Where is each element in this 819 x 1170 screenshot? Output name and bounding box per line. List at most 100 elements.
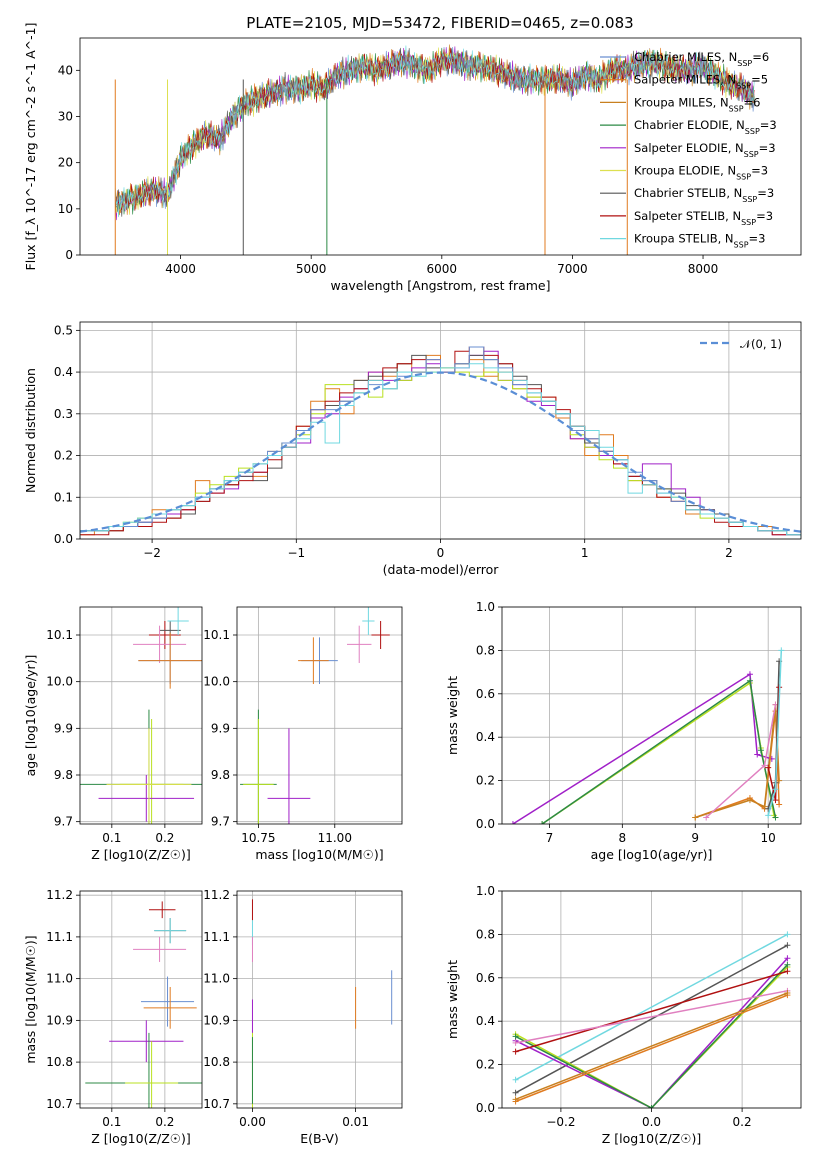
- errorbar-point: [347, 625, 372, 663]
- y-tick-label: 20: [58, 156, 73, 170]
- weight-line: [541, 679, 777, 824]
- legend-entry: Salpeter ELODIE, NSSP=3: [634, 141, 776, 159]
- weight-line: [515, 994, 788, 1103]
- x-tick-label: 2: [725, 546, 733, 560]
- weight-line: [515, 970, 788, 1053]
- y-tick-label: 1.0: [476, 600, 495, 614]
- axes-mass-vs-ebv: 0.00 0.01 10.7 10.8 10.9 11.0 11.1 11.2 E(B-V): [203, 888, 402, 1146]
- weight-line: [515, 944, 788, 1094]
- weight-marker: [746, 671, 753, 678]
- y-tick-label: 11.1: [203, 930, 230, 944]
- errorbar-point: [371, 621, 390, 649]
- plot-frame-age-vs-mass: [236, 606, 403, 825]
- errorbar-point: [267, 728, 311, 824]
- weight-marker: [512, 1033, 519, 1040]
- errorbar-point: [125, 1041, 179, 1108]
- x-tick-label: 0.0: [642, 1115, 661, 1129]
- spectrum-line: [115, 45, 755, 218]
- marks-residuals: [80, 346, 801, 539]
- x-tick-label: 0.2: [155, 1115, 174, 1129]
- x-tick-label: 0.1: [102, 1115, 121, 1129]
- weight-line: [515, 992, 788, 1100]
- errorbar-point: [148, 901, 176, 919]
- plot-frame-mass-weight-vs-age: [501, 606, 802, 825]
- errorbar-point: [141, 976, 195, 1027]
- y-tick-label: 30: [58, 109, 73, 123]
- y-tick-label: 0.0: [476, 1101, 495, 1115]
- y-tick-label: 11.2: [203, 888, 230, 902]
- y-tick-label: 11.0: [203, 972, 230, 986]
- x-tick-label: 0.2: [155, 831, 174, 845]
- x-tick-label: −1: [287, 546, 305, 560]
- weight-line: [515, 957, 788, 1108]
- weight-marker: [772, 786, 779, 793]
- errorbar-point: [167, 607, 189, 635]
- weight-marker: [648, 1105, 655, 1108]
- legend: 𝒩(0, 1): [700, 337, 782, 351]
- x-tick-label: 9: [691, 831, 699, 845]
- legend-entry: Salpeter MILES, NSSP=5: [634, 73, 768, 91]
- marks-mass-vs-z: [85, 901, 202, 1108]
- y-tick-label: 9.9: [211, 721, 230, 735]
- weight-marker: [776, 777, 783, 784]
- y-axis-label: mass weight: [445, 960, 460, 1039]
- x-tick-label: 0.00: [239, 1115, 266, 1129]
- weight-marker: [754, 751, 761, 758]
- axes-residuals: −2 −1 0 1 2 0.0 0.1 0.2 0.3 0.4 0.5 (data-model)/er…: [23, 322, 801, 577]
- plot-frame-mass-vs-ebv: [236, 890, 403, 1109]
- weight-marker: [784, 961, 791, 968]
- errorbar-point: [154, 918, 187, 944]
- legend-entry: Chabrier ELODIE, NSSP=3: [634, 118, 777, 136]
- axes-mass-vs-z: 0.1 0.2 10.7 10.8 10.9 11.0 11.1 11.2 Z [log10(Z…: [23, 888, 202, 1146]
- weight-marker: [746, 797, 753, 804]
- weight-line: [695, 704, 780, 819]
- y-tick-label: 11.0: [46, 972, 73, 986]
- y-tick-label: 11.1: [46, 930, 73, 944]
- y-tick-label: 9.8: [54, 768, 73, 782]
- plot-frame-mass-vs-z: [79, 890, 203, 1109]
- weight-marker: [692, 814, 699, 821]
- weight-line: [512, 673, 773, 824]
- y-tick-label: 0.8: [476, 643, 495, 657]
- legend-entry: Chabrier MILES, NSSP=6: [634, 50, 769, 68]
- y-tick-label: 11.2: [46, 888, 73, 902]
- weight-marker: [784, 968, 791, 975]
- weight-marker: [761, 762, 768, 769]
- y-tick-label: 0.4: [476, 730, 495, 744]
- x-tick-label: 7000: [557, 262, 588, 276]
- x-axis-label: wavelength [Angstrom, rest frame]: [330, 278, 550, 293]
- marks-age-vs-z: [80, 607, 202, 824]
- y-axis-label: Flux [f_λ 10^-17 erg cm^-2 s^-1 A^-1]: [23, 23, 38, 271]
- y-tick-label: 0: [65, 248, 73, 262]
- weight-line: [515, 966, 788, 1108]
- x-axis-label: E(B-V): [300, 1131, 339, 1146]
- legend-entry: 𝒩(0, 1): [740, 337, 782, 351]
- x-tick-label: −2: [143, 546, 161, 560]
- weight-marker: [765, 812, 772, 819]
- marks-mass-weight-vs-age: [509, 647, 785, 824]
- y-tick-label: 0.4: [476, 1014, 495, 1028]
- y-tick-label: 1.0: [476, 884, 495, 898]
- plot-frame-spectrum: [79, 37, 802, 256]
- x-tick-label: 0.1: [102, 831, 121, 845]
- y-tick-label: 10.7: [203, 1097, 230, 1111]
- y-axis-label: mass weight: [445, 676, 460, 755]
- y-tick-label: 10.0: [46, 675, 73, 689]
- weight-marker: [784, 955, 791, 962]
- plot-frame-residuals: [79, 321, 802, 540]
- y-tick-label: 9.7: [54, 815, 73, 829]
- x-tick-label: 10: [761, 831, 776, 845]
- weight-marker: [512, 1096, 519, 1103]
- x-axis-label: age [log10(age/yr)]: [591, 847, 713, 862]
- weight-marker: [509, 821, 516, 824]
- weight-marker: [757, 747, 764, 754]
- weight-marker: [746, 677, 753, 684]
- x-tick-label: −0.2: [546, 1115, 575, 1129]
- y-tick-label: 10: [58, 202, 73, 216]
- x-tick-label: 4000: [165, 262, 196, 276]
- x-axis-label: Z [log10(Z/Z☉)]: [91, 847, 191, 862]
- y-tick-label: 10.7: [46, 1097, 73, 1111]
- y-tick-label: 10.8: [46, 1055, 73, 1069]
- weight-marker: [772, 814, 779, 821]
- weight-marker: [772, 797, 779, 804]
